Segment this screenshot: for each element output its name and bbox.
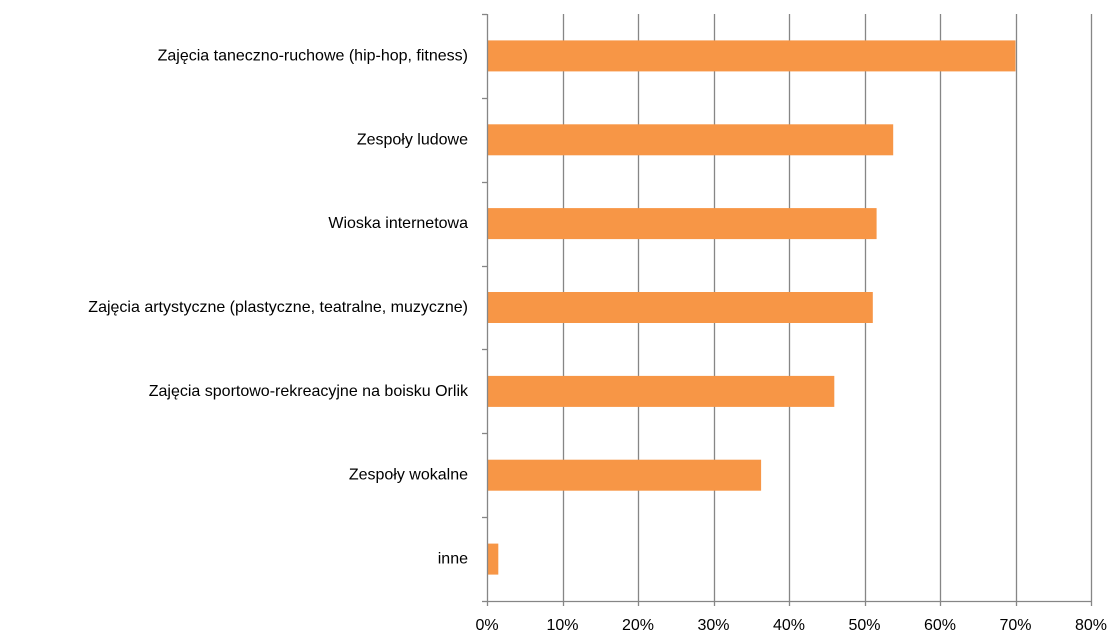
bar-1 — [488, 40, 1016, 72]
bar-2 — [488, 124, 894, 156]
x-tick-label-60: 60% — [924, 617, 956, 634]
category-label-4: Zajęcia artystyczne (plastyczne, teatral… — [88, 299, 468, 316]
bar-4 — [488, 292, 873, 323]
x-tick-label-80: 80% — [1075, 617, 1107, 634]
bar-7 — [488, 543, 499, 575]
bar-3 — [488, 208, 877, 240]
category-label-2: Zespoły ludowe — [357, 131, 468, 148]
bar-6 — [488, 459, 762, 491]
category-label-7: inne — [438, 551, 468, 568]
labels: Zajęcia taneczno-ruchowe (hip-hop, fitne… — [88, 47, 1107, 634]
x-tick-label-40: 40% — [773, 617, 805, 634]
category-label-3: Wioska internetowa — [328, 215, 468, 232]
category-label-5: Zajęcia sportowo-rekreacyjne na boisku O… — [149, 383, 469, 400]
bar-5 — [488, 375, 835, 407]
x-tick-label-30: 30% — [697, 617, 729, 634]
bars — [488, 40, 1016, 575]
x-tick-label-70: 70% — [999, 617, 1031, 634]
x-tick-label-10: 10% — [546, 617, 578, 634]
x-tick-label-50: 50% — [848, 617, 880, 634]
category-label-6: Zespoły wokalne — [349, 467, 468, 484]
x-tick-label-20: 20% — [622, 617, 654, 634]
axes — [482, 13, 1093, 606]
x-tick-label-0: 0% — [475, 617, 498, 634]
category-label-1: Zajęcia taneczno-ruchowe (hip-hop, fitne… — [158, 47, 468, 64]
